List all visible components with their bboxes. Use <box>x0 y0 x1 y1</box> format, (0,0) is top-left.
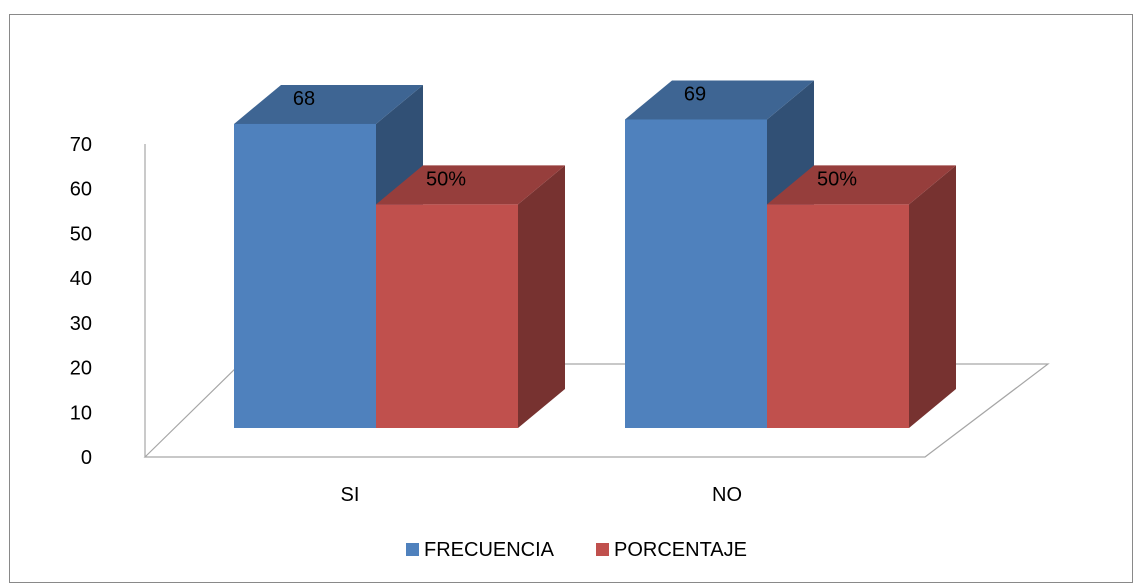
bar-side-face <box>909 165 956 428</box>
bar-front-face <box>625 119 767 428</box>
y-tick-label: 50 <box>70 223 92 245</box>
y-tick-label: 30 <box>70 313 92 335</box>
data-label: 50% <box>426 168 466 190</box>
legend-swatch <box>596 543 609 556</box>
y-tick-label: 20 <box>70 358 92 380</box>
bar-front-face <box>376 204 518 428</box>
y-tick-label: 0 <box>81 447 92 469</box>
legend-item: FRECUENCIA <box>406 539 555 561</box>
bar-front-face <box>234 123 376 428</box>
bar <box>376 165 565 428</box>
bar-top-face <box>376 165 565 205</box>
legend-item: PORCENTAJE <box>596 539 747 561</box>
legend-label: PORCENTAJE <box>614 539 747 561</box>
y-tick-label: 40 <box>70 268 92 290</box>
bar-top-face <box>234 84 423 124</box>
bar <box>767 165 956 428</box>
x-tick-label: SI <box>341 484 360 506</box>
data-label: 50% <box>817 168 857 190</box>
y-tick-label: 60 <box>70 179 92 201</box>
legend-swatch <box>406 543 419 556</box>
y-tick-label: 10 <box>70 402 92 424</box>
data-label: 69 <box>684 83 706 105</box>
bar-top-face <box>767 165 956 205</box>
bar-front-face <box>767 204 909 428</box>
bar-side-face <box>518 165 565 428</box>
x-tick-label: NO <box>712 484 742 506</box>
bar-top-face <box>625 80 814 120</box>
data-label: 68 <box>293 88 315 110</box>
legend-label: FRECUENCIA <box>424 539 555 561</box>
chart-floor <box>143 363 1050 458</box>
y-tick-label: 70 <box>70 134 92 156</box>
